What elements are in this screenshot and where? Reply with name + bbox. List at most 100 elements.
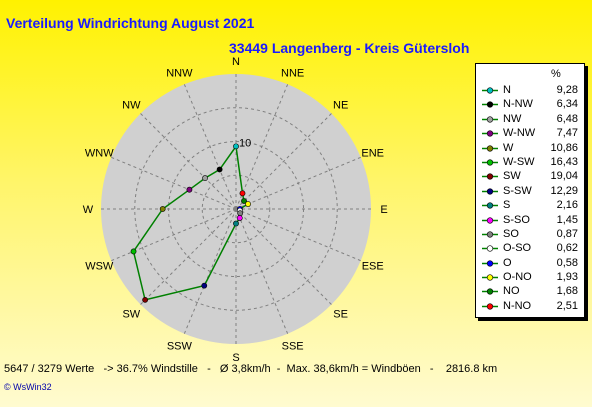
legend-swatch xyxy=(482,116,498,123)
direction-label-wsw: WSW xyxy=(85,261,114,273)
data-point-s xyxy=(233,220,239,227)
spoke-nne xyxy=(235,84,289,210)
legend-item-o: O 0,58 xyxy=(476,256,584,270)
legend-item-w-sw: W-SW 16,43 xyxy=(476,155,584,169)
legend-value: 0,58 xyxy=(556,256,578,269)
legend-swatch xyxy=(482,288,498,296)
data-point-nw xyxy=(202,175,208,181)
legend-swatch xyxy=(482,101,498,108)
legend-value: 2,16 xyxy=(556,199,578,212)
legend-label: N-NO xyxy=(503,299,532,312)
legend-value: 6,48 xyxy=(556,112,578,125)
legend-swatch xyxy=(482,188,498,195)
legend-swatch xyxy=(482,303,498,310)
legend-label: NW xyxy=(503,112,522,125)
legend-swatch xyxy=(482,144,498,152)
legend-swatch xyxy=(482,274,498,281)
legend-rows: N 9,28 N-NW 6,34 NW 6,48 W-NW 7,47 W 10,86 W-SW 16,… xyxy=(476,83,584,313)
data-point-so xyxy=(237,210,244,217)
data-point-s-so xyxy=(236,215,243,221)
data-point-n xyxy=(233,143,239,150)
spoke-nnw xyxy=(183,84,237,210)
legend-label: W-NW xyxy=(503,127,536,140)
legend-value: 7,47 xyxy=(556,127,578,140)
data-point-sw xyxy=(142,296,149,303)
legend-swatch xyxy=(482,202,498,209)
spoke-wnw xyxy=(111,156,237,210)
legend-swatch xyxy=(482,231,498,238)
chart-subtitle: 33449 Langenberg - Kreis Gütersloh xyxy=(229,40,470,56)
legend-swatch xyxy=(482,130,498,137)
data-point-n-nw xyxy=(216,166,223,173)
legend-value: 12,29 xyxy=(550,184,578,197)
data-point-w-nw xyxy=(186,186,193,193)
ring-value-label: 10 xyxy=(239,138,251,150)
data-point-o-no xyxy=(245,201,251,207)
legend-label: W-SW xyxy=(503,155,535,168)
data-point-w-sw xyxy=(130,248,137,255)
spoke-ene xyxy=(235,156,361,210)
legend-swatch xyxy=(482,159,498,166)
legend-value: 10,86 xyxy=(550,141,578,154)
direction-label-e: E xyxy=(380,204,387,216)
legend-label: O-SO xyxy=(503,242,532,255)
data-point-n-no xyxy=(239,190,246,197)
direction-label-ssw: SSW xyxy=(167,341,193,353)
data-point-w xyxy=(159,206,166,212)
data-point-no xyxy=(241,198,247,204)
spoke-ne xyxy=(235,113,332,210)
direction-label-ene: ENE xyxy=(361,147,384,159)
direction-label-n: N xyxy=(232,56,240,68)
legend-swatch xyxy=(482,260,498,267)
legend-value: 0,62 xyxy=(556,242,578,255)
spoke-se xyxy=(235,208,332,305)
legend-swatch xyxy=(482,216,498,224)
spoke-ssw xyxy=(183,208,237,334)
legend-label: SO xyxy=(503,227,519,240)
legend-swatch xyxy=(482,245,498,252)
legend-item-n-no: N-NO 2,51 xyxy=(476,299,584,313)
legend-label: N-NW xyxy=(503,98,533,111)
data-point-s-sw xyxy=(201,282,208,289)
direction-label-nne: NNE xyxy=(281,67,304,79)
legend-label: S-SO xyxy=(503,213,530,226)
legend-label: O-NO xyxy=(503,271,532,284)
legend-swatch xyxy=(482,87,498,94)
direction-label-wnw: WNW xyxy=(85,147,114,159)
direction-label-ese: ESE xyxy=(362,261,384,273)
direction-label-s: S xyxy=(232,352,239,364)
direction-label-sse: SSE xyxy=(282,341,304,353)
legend-item-w: W 10,86 xyxy=(476,141,584,155)
legend-label: SW xyxy=(503,170,521,183)
direction-label-nnw: NNW xyxy=(166,67,193,79)
legend-value: 2,51 xyxy=(556,299,578,312)
ring-5 xyxy=(201,174,271,244)
legend-value: 16,43 xyxy=(550,155,578,168)
chart-title: Verteilung Windrichtung August 2021 xyxy=(6,15,255,31)
legend-value: 1,93 xyxy=(556,271,578,284)
legend-item-o-no: O-NO 1,93 xyxy=(476,270,584,284)
direction-label-nw: NW xyxy=(122,99,141,111)
spoke-wsw xyxy=(111,208,237,262)
legend-item-w-nw: W-NW 7,47 xyxy=(476,126,584,140)
legend-unit: % xyxy=(551,68,561,80)
direction-label-w: W xyxy=(83,204,94,216)
legend-label: S xyxy=(503,199,511,212)
legend-item-sw: SW 19,04 xyxy=(476,169,584,183)
legend-item-s-sw: S-SW 12,29 xyxy=(476,184,584,198)
direction-label-ne: NE xyxy=(333,99,348,111)
legend-value: 9,28 xyxy=(556,84,578,96)
legend-item-no: NO 1,68 xyxy=(476,284,584,298)
legend-item-o-so: O-SO 0,62 xyxy=(476,241,584,255)
legend-value: 6,34 xyxy=(556,98,578,111)
legend-item-so: SO 0,87 xyxy=(476,227,584,241)
legend-label: N xyxy=(503,84,511,96)
spoke-sw xyxy=(140,208,237,305)
legend-value: 1,68 xyxy=(556,285,578,298)
legend-item-nw: NW 6,48 xyxy=(476,112,584,126)
stats-footer: 5647 / 3279 Werte -> 36.7% Windstille - … xyxy=(4,363,498,375)
legend-value: 0,87 xyxy=(556,227,578,240)
brand-label: © WsWin32 xyxy=(4,382,52,392)
legend-label: NO xyxy=(503,285,520,298)
